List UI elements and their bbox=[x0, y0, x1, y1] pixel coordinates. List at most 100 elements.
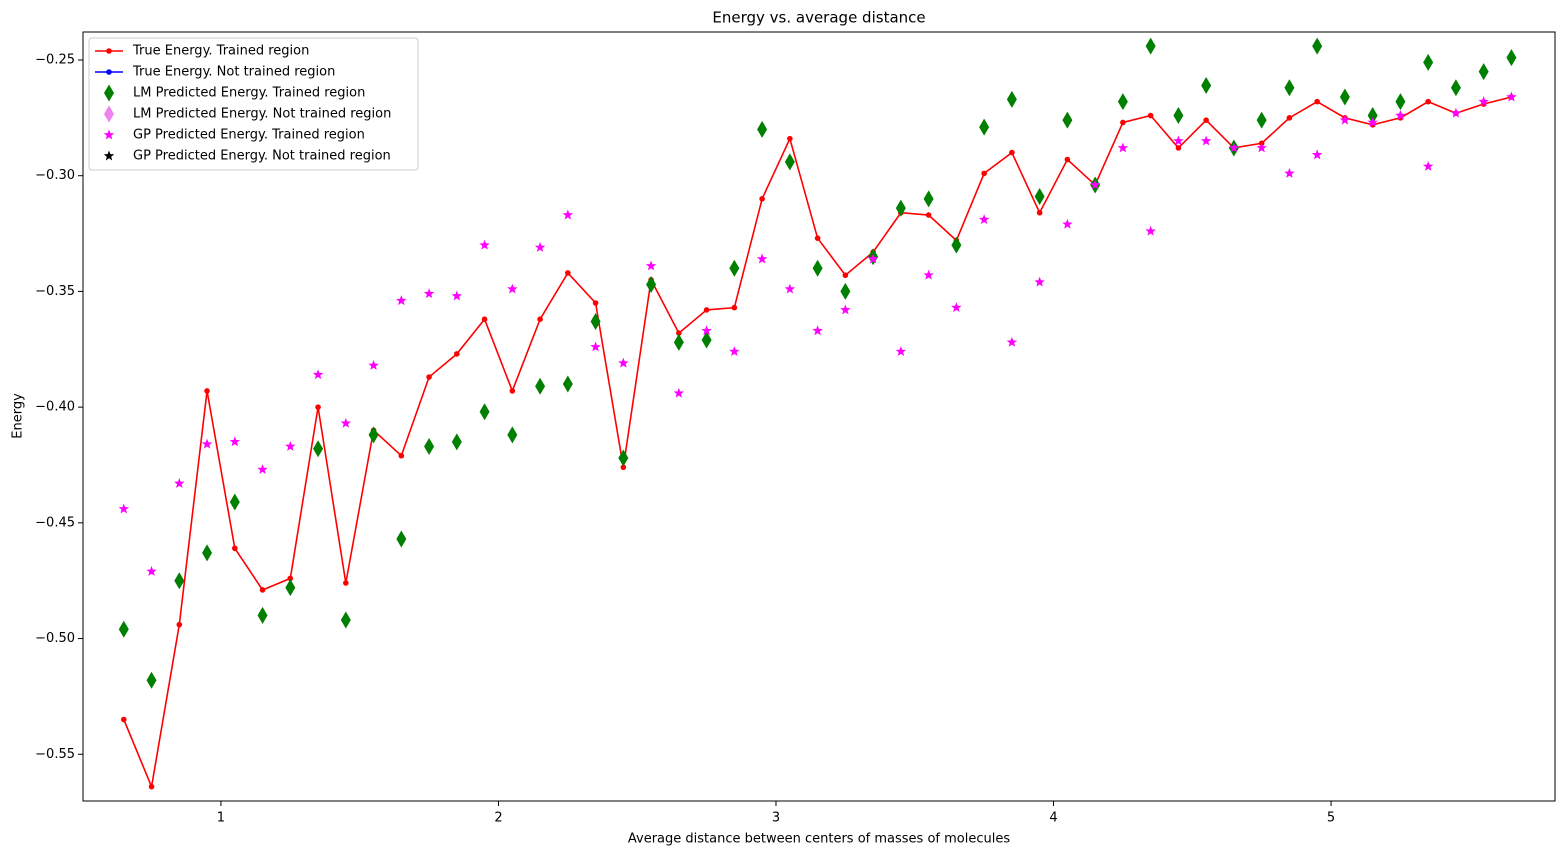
point bbox=[1395, 93, 1406, 111]
point bbox=[1339, 114, 1351, 125]
point bbox=[673, 387, 685, 398]
point bbox=[895, 346, 907, 357]
point bbox=[287, 575, 294, 582]
point bbox=[1036, 209, 1043, 216]
point bbox=[840, 304, 851, 315]
x-tick-label: 1 bbox=[217, 811, 225, 826]
point bbox=[951, 302, 962, 313]
legend-label: GP Predicted Energy. Not trained region bbox=[133, 149, 391, 164]
point bbox=[174, 478, 185, 488]
point bbox=[1425, 98, 1431, 105]
point bbox=[424, 437, 435, 455]
point bbox=[1367, 107, 1378, 125]
point bbox=[454, 351, 460, 357]
point bbox=[1478, 63, 1489, 81]
point bbox=[923, 190, 934, 208]
point bbox=[590, 313, 601, 331]
y-tick-label: −0.45 bbox=[35, 515, 75, 530]
point bbox=[1173, 135, 1184, 146]
point bbox=[174, 572, 185, 590]
y-tick-label: −0.25 bbox=[35, 53, 75, 68]
legend-label: True Energy. Trained region bbox=[132, 44, 309, 59]
point bbox=[426, 374, 432, 380]
point bbox=[979, 118, 990, 136]
legend: True Energy. Trained region True Energy. … bbox=[88, 37, 419, 171]
x-tick-label: 3 bbox=[772, 811, 780, 826]
point bbox=[701, 331, 712, 349]
point bbox=[229, 493, 240, 511]
point bbox=[1006, 336, 1018, 347]
point bbox=[1256, 142, 1267, 153]
point bbox=[1175, 145, 1182, 151]
y-tick-label: −0.55 bbox=[35, 747, 75, 762]
y-tick-label: −0.30 bbox=[35, 168, 75, 183]
y-tick-label: −0.35 bbox=[35, 284, 75, 299]
point bbox=[923, 269, 934, 280]
point bbox=[343, 580, 349, 586]
point bbox=[1203, 117, 1209, 123]
point bbox=[1286, 115, 1293, 121]
y-axis-label: Energy bbox=[11, 393, 26, 439]
point bbox=[1064, 156, 1071, 163]
x-tick-label: 5 bbox=[1327, 811, 1335, 826]
point bbox=[1034, 188, 1045, 206]
point bbox=[1117, 93, 1128, 111]
point bbox=[756, 253, 768, 264]
x-tick-label: 2 bbox=[494, 811, 502, 826]
point bbox=[1034, 276, 1045, 287]
point bbox=[285, 440, 296, 451]
point bbox=[978, 214, 990, 225]
point bbox=[1314, 98, 1320, 105]
point bbox=[1117, 142, 1129, 153]
point bbox=[867, 253, 879, 264]
point bbox=[1200, 135, 1212, 146]
point bbox=[146, 565, 157, 576]
point bbox=[729, 259, 740, 277]
point bbox=[1284, 167, 1295, 178]
x-axis-label: Average distance between centers of mass… bbox=[628, 832, 1010, 847]
point bbox=[703, 307, 710, 313]
legend-marker bbox=[106, 69, 112, 75]
point bbox=[259, 587, 266, 593]
point bbox=[1478, 96, 1489, 107]
chart-title: Energy vs. average distance bbox=[712, 9, 925, 27]
point bbox=[451, 290, 463, 301]
point bbox=[285, 579, 296, 597]
point bbox=[118, 620, 129, 638]
point bbox=[1145, 37, 1156, 55]
point bbox=[313, 440, 324, 458]
point bbox=[1339, 88, 1350, 106]
point bbox=[201, 438, 213, 449]
point bbox=[565, 270, 571, 276]
point bbox=[118, 503, 130, 514]
point bbox=[981, 170, 987, 177]
point bbox=[592, 300, 599, 306]
point bbox=[812, 259, 823, 277]
point bbox=[676, 330, 682, 336]
legend-label: LM Predicted Energy. Not trained region bbox=[133, 107, 391, 122]
point bbox=[1506, 91, 1517, 102]
point bbox=[535, 377, 546, 395]
point bbox=[312, 369, 324, 380]
point bbox=[398, 452, 405, 459]
point bbox=[787, 135, 793, 142]
point bbox=[840, 282, 851, 300]
legend-marker bbox=[104, 84, 114, 102]
point bbox=[731, 304, 738, 311]
point bbox=[1089, 179, 1101, 190]
point bbox=[562, 375, 573, 393]
point bbox=[534, 241, 546, 252]
legend-label: True Energy. Not trained region bbox=[132, 65, 335, 80]
legend-label: GP Predicted Energy. Trained region bbox=[133, 128, 365, 143]
point bbox=[1450, 79, 1461, 97]
legend-marker bbox=[103, 150, 115, 161]
point bbox=[1006, 90, 1017, 108]
point bbox=[618, 449, 629, 467]
legend-marker bbox=[104, 105, 114, 123]
point bbox=[148, 783, 155, 790]
legend-marker bbox=[106, 48, 112, 54]
point bbox=[590, 341, 601, 352]
point bbox=[1062, 111, 1073, 129]
point bbox=[481, 316, 488, 322]
